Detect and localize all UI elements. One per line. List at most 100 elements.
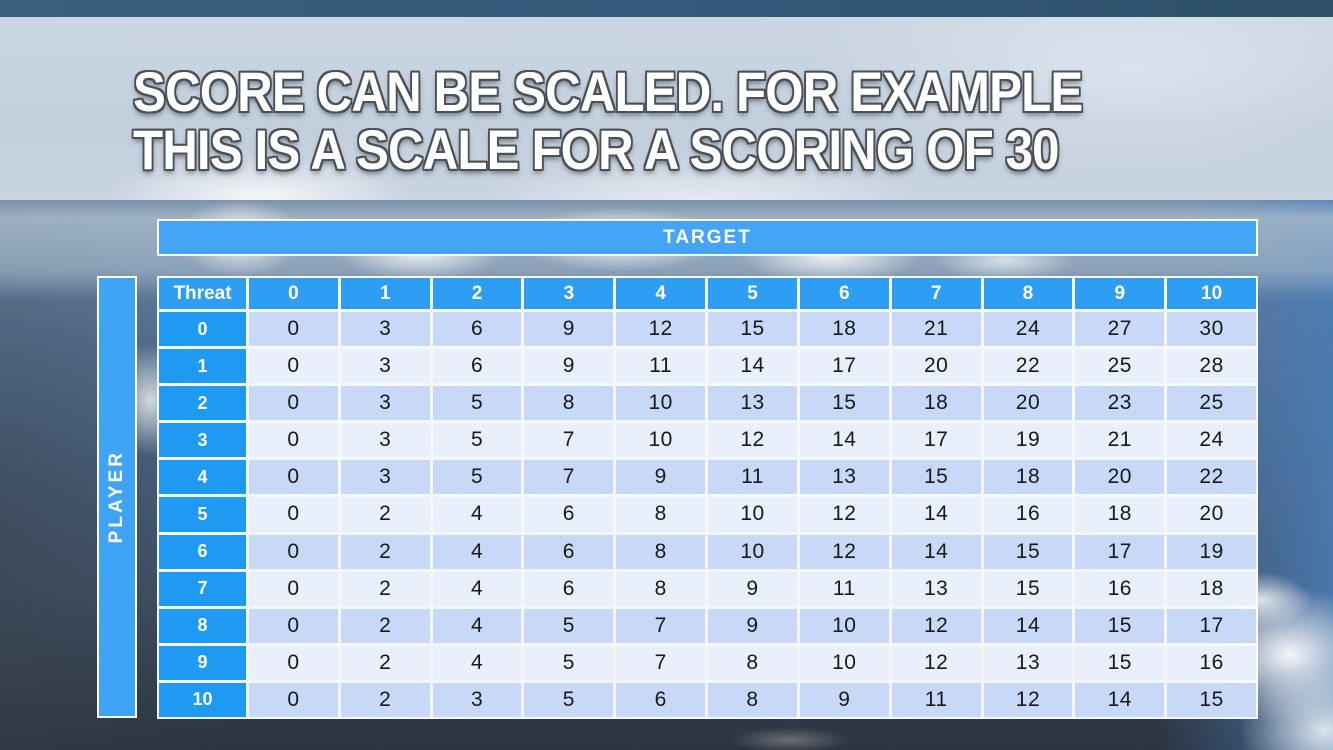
score-cell-r10c6: 9 [799,682,889,717]
score-cell-r3c1: 3 [340,423,430,458]
col-header-6: 6 [799,278,889,309]
score-cell-r4c2: 5 [432,460,522,495]
score-cell-r3c2: 5 [432,423,522,458]
score-cell-r8c0: 0 [249,608,338,643]
score-cell-r8c8: 14 [983,608,1073,643]
score-cell-r7c10: 18 [1167,571,1256,606]
score-cell-r8c7: 12 [891,608,981,643]
score-cell-r8c3: 5 [524,608,614,643]
score-cell-r2c7: 18 [891,386,981,421]
score-cell-r0c0: 0 [249,312,338,347]
score-cell-r2c10: 25 [1167,386,1256,421]
row-header-7: 7 [159,571,246,606]
score-cell-r10c3: 5 [524,682,614,717]
score-cell-r7c7: 13 [891,571,981,606]
score-cell-r3c6: 14 [799,423,889,458]
score-cell-r4c1: 3 [340,460,430,495]
score-cell-r4c9: 20 [1075,460,1165,495]
score-cell-r5c6: 12 [799,497,889,532]
col-header-9: 9 [1075,278,1165,309]
score-cell-r6c0: 0 [249,534,338,569]
score-cell-r2c6: 15 [799,386,889,421]
score-cell-r2c2: 5 [432,386,522,421]
score-cell-r10c0: 0 [249,682,338,717]
score-cell-r9c5: 8 [708,645,797,680]
score-cell-r9c2: 4 [432,645,522,680]
score-cell-r9c6: 10 [799,645,889,680]
col-header-0: 0 [249,278,338,309]
score-cell-r0c9: 27 [1075,312,1165,347]
score-cell-r5c5: 10 [708,497,797,532]
score-cell-r4c10: 22 [1167,460,1256,495]
row-header-8: 8 [159,608,246,643]
target-header-label: TARGET [663,226,752,248]
score-cell-r10c7: 11 [891,682,981,717]
score-cell-r1c6: 17 [799,349,889,384]
score-cell-r4c3: 7 [524,460,614,495]
score-cell-r9c8: 13 [983,645,1073,680]
score-cell-r0c7: 21 [891,312,981,347]
score-cell-r1c8: 22 [983,349,1073,384]
col-header-10: 10 [1167,278,1256,309]
score-cell-r10c2: 3 [432,682,522,717]
row-header-6: 6 [159,534,246,569]
row-header-3: 3 [159,423,246,458]
score-cell-r5c8: 16 [983,497,1073,532]
score-cell-r2c0: 0 [249,386,338,421]
score-cell-r8c1: 2 [340,608,430,643]
score-cell-r9c0: 0 [249,645,338,680]
score-cell-r1c7: 20 [891,349,981,384]
score-cell-r0c10: 30 [1167,312,1256,347]
score-cell-r9c10: 16 [1167,645,1256,680]
slide-title: SCORE CAN BE SCALED. FOR EXAMPLE THIS IS… [133,63,1083,181]
row-header-2: 2 [159,386,246,421]
corner-header-threat: Threat [159,278,246,309]
score-cell-r1c2: 6 [432,349,522,384]
score-cell-r7c0: 0 [249,571,338,606]
row-header-9: 9 [159,645,246,680]
score-cell-r2c3: 8 [524,386,614,421]
score-cell-r1c4: 11 [616,349,706,384]
score-cell-r8c10: 17 [1167,608,1256,643]
score-cell-r8c6: 10 [799,608,889,643]
score-cell-r5c3: 6 [524,497,614,532]
col-header-7: 7 [891,278,981,309]
score-cell-r10c9: 14 [1075,682,1165,717]
score-cell-r4c4: 9 [616,460,706,495]
score-cell-r8c5: 9 [708,608,797,643]
player-header-label: PLAYER [106,450,127,544]
score-cell-r0c6: 18 [799,312,889,347]
score-cell-r9c9: 15 [1075,645,1165,680]
score-cell-r6c3: 6 [524,534,614,569]
title-band: SCORE CAN BE SCALED. FOR EXAMPLE THIS IS… [0,17,1333,200]
col-header-3: 3 [524,278,614,309]
row-header-4: 4 [159,460,246,495]
row-header-1: 1 [159,349,246,384]
player-header-bar: PLAYER [97,276,137,718]
score-cell-r3c3: 7 [524,423,614,458]
score-cell-r1c0: 0 [249,349,338,384]
score-cell-r10c4: 6 [616,682,706,717]
score-cell-r0c4: 12 [616,312,706,347]
score-cell-r5c1: 2 [340,497,430,532]
score-table: Threat 0 1 2 3 4 5 6 7 8 9 10 0 0 3 6 9 12 15 18 21 24 27 30 1 0 3… [157,276,1258,719]
top-accent-bar [0,0,1333,17]
score-cell-r4c6: 13 [799,460,889,495]
score-cell-r4c7: 15 [891,460,981,495]
score-cell-r4c5: 11 [708,460,797,495]
score-cell-r6c10: 19 [1167,534,1256,569]
score-cell-r1c10: 28 [1167,349,1256,384]
score-cell-r2c4: 10 [616,386,706,421]
score-cell-r3c10: 24 [1167,423,1256,458]
score-cell-r2c9: 23 [1075,386,1165,421]
score-cell-r3c8: 19 [983,423,1073,458]
score-cell-r6c2: 4 [432,534,522,569]
score-cell-r5c7: 14 [891,497,981,532]
score-cell-r5c4: 8 [616,497,706,532]
score-cell-r3c5: 12 [708,423,797,458]
score-cell-r7c4: 8 [616,571,706,606]
score-cell-r8c2: 4 [432,608,522,643]
slide-title-line-2: THIS IS A SCALE FOR A SCORING OF 30 [133,118,1060,181]
score-cell-r2c5: 13 [708,386,797,421]
